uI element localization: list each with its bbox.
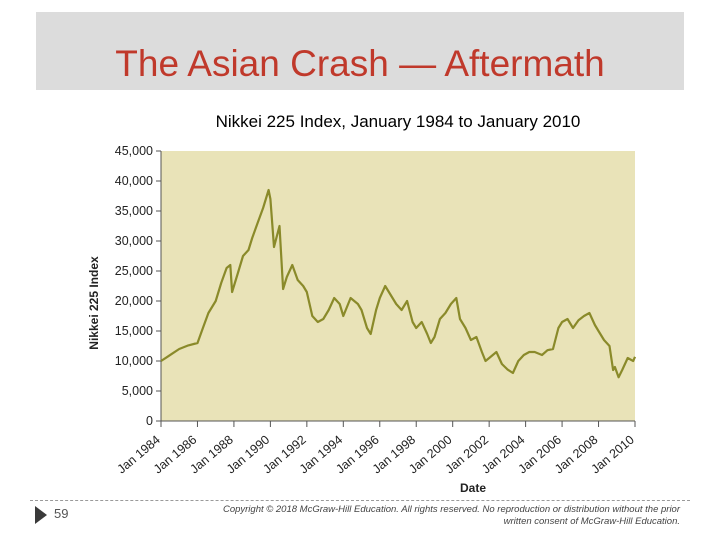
y-tick-label: 45,000 [115, 144, 153, 158]
y-tick-label: 20,000 [115, 294, 153, 308]
y-tick-label: 10,000 [115, 354, 153, 368]
copyright-notice: Copyright © 2018 McGraw-Hill Education. … [222, 504, 680, 527]
series-line-0 [160, 188, 637, 379]
footer-divider [30, 500, 690, 501]
plot-area [161, 151, 635, 421]
y-tick-label: 25,000 [115, 264, 153, 278]
y-tick-label: 15,000 [115, 324, 153, 338]
y-tick-label: 5,000 [122, 384, 153, 398]
y-axis-label: Nikkei 225 Index [87, 256, 101, 350]
title-band: The Asian Crash — Aftermath [36, 12, 684, 90]
x-axis-label: Date [460, 481, 486, 495]
y-tick-label: 30,000 [115, 234, 153, 248]
chart-title: Nikkei 225 Index, January 1984 to Januar… [215, 112, 581, 131]
y-tick-label: 40,000 [115, 174, 153, 188]
y-tick-label: 0 [146, 414, 153, 428]
bullet-arrow-icon [35, 506, 47, 524]
slide-title: The Asian Crash — Aftermath [115, 43, 605, 84]
page-number: 59 [54, 506, 69, 521]
y-tick-label: 35,000 [115, 204, 153, 218]
